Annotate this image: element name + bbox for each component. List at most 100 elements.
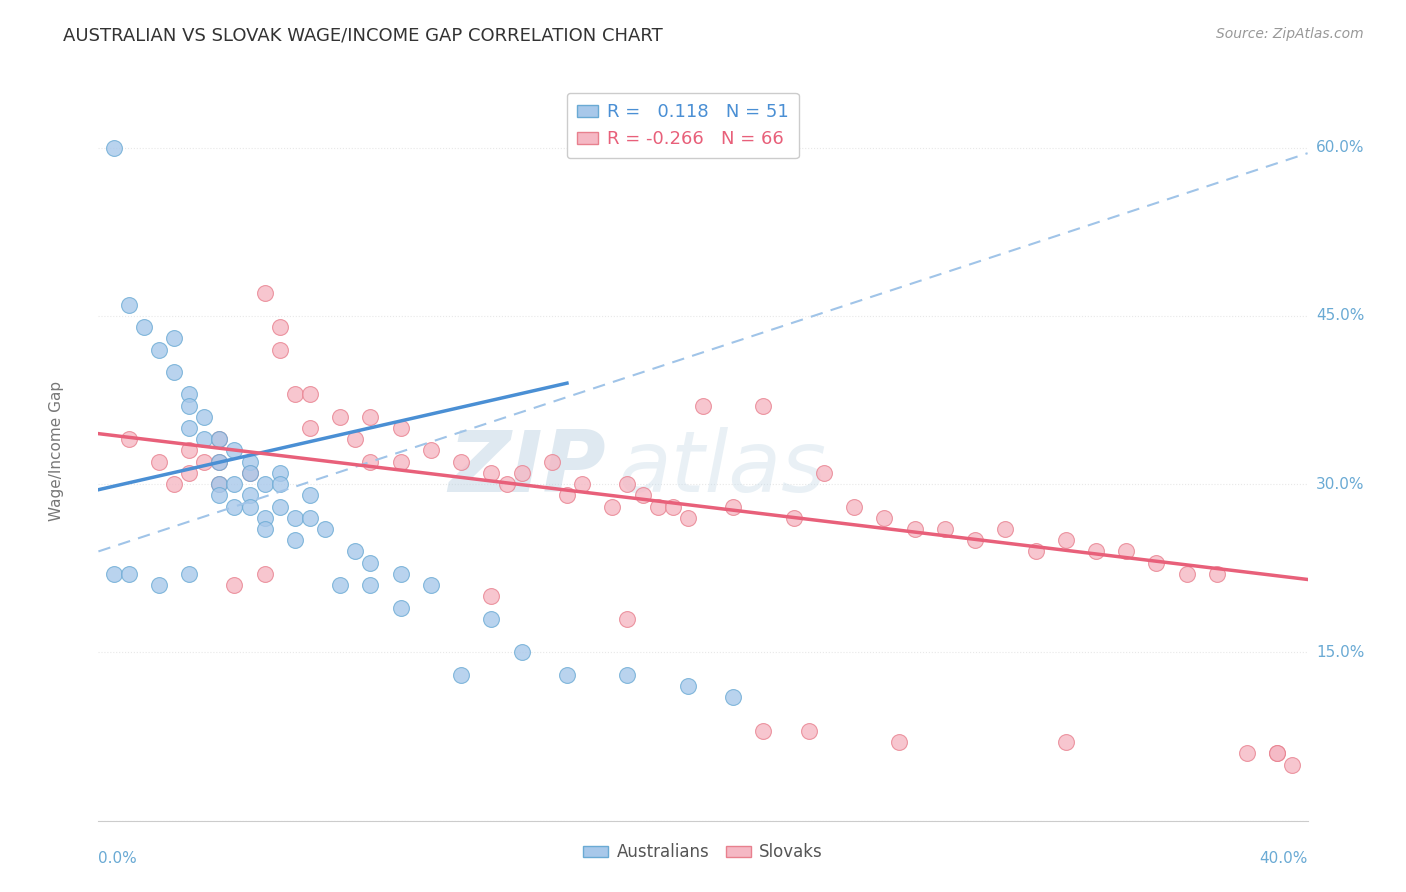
Point: [253, 522, 276, 536]
Point: [329, 409, 352, 424]
Point: [420, 578, 443, 592]
Point: [1085, 544, 1108, 558]
Point: [752, 399, 775, 413]
Point: [1206, 566, 1229, 581]
Point: [1144, 556, 1167, 570]
Point: [1024, 544, 1046, 558]
Point: [118, 298, 141, 312]
Point: [1175, 566, 1198, 581]
Point: [253, 286, 276, 301]
Point: [179, 566, 201, 581]
Point: [269, 500, 291, 514]
Point: [224, 500, 246, 514]
Point: [224, 443, 246, 458]
Point: [208, 455, 231, 469]
Point: [269, 343, 291, 357]
Point: [889, 735, 911, 749]
Point: [360, 578, 382, 592]
Point: [844, 500, 866, 514]
Point: [253, 566, 276, 581]
Point: [299, 488, 322, 502]
Point: [148, 343, 170, 357]
Point: [1115, 544, 1137, 558]
Point: [299, 421, 322, 435]
Text: 0.0%: 0.0%: [98, 851, 138, 866]
Point: [616, 477, 638, 491]
Point: [571, 477, 593, 491]
Point: [813, 466, 835, 480]
Point: [676, 510, 699, 524]
Point: [208, 432, 231, 446]
Text: atlas: atlas: [619, 427, 827, 510]
Point: [389, 600, 412, 615]
Point: [179, 443, 201, 458]
Text: 15.0%: 15.0%: [1316, 645, 1364, 660]
Point: [994, 522, 1017, 536]
Point: [344, 544, 367, 558]
Point: [692, 399, 714, 413]
Point: [602, 500, 624, 514]
Point: [481, 612, 503, 626]
Text: 40.0%: 40.0%: [1260, 851, 1308, 866]
Point: [208, 432, 231, 446]
Point: [253, 477, 276, 491]
Point: [179, 387, 201, 401]
Point: [360, 455, 382, 469]
Point: [510, 645, 533, 659]
Point: [1236, 747, 1258, 761]
Point: [193, 432, 215, 446]
Point: [555, 668, 578, 682]
Point: [163, 331, 186, 345]
Point: [797, 723, 820, 738]
Text: Source: ZipAtlas.com: Source: ZipAtlas.com: [1216, 27, 1364, 41]
Point: [360, 556, 382, 570]
Text: AUSTRALIAN VS SLOVAK WAGE/INCOME GAP CORRELATION CHART: AUSTRALIAN VS SLOVAK WAGE/INCOME GAP COR…: [63, 27, 664, 45]
Point: [224, 477, 246, 491]
Point: [723, 690, 745, 705]
Point: [118, 432, 141, 446]
Point: [299, 510, 322, 524]
Point: [148, 578, 170, 592]
Point: [179, 466, 201, 480]
Point: [389, 421, 412, 435]
Point: [269, 477, 291, 491]
Point: [481, 466, 503, 480]
Point: [555, 488, 578, 502]
Point: [389, 566, 412, 581]
Point: [103, 140, 125, 154]
Point: [163, 365, 186, 379]
Point: [193, 455, 215, 469]
Point: [269, 466, 291, 480]
Point: [904, 522, 927, 536]
Point: [118, 566, 141, 581]
Point: [1267, 747, 1289, 761]
Point: [103, 566, 125, 581]
Point: [420, 443, 443, 458]
Point: [965, 533, 987, 548]
Point: [239, 466, 262, 480]
Point: [208, 455, 231, 469]
Point: [329, 578, 352, 592]
Point: [783, 510, 806, 524]
Point: [616, 668, 638, 682]
Point: [239, 466, 262, 480]
Text: 45.0%: 45.0%: [1316, 309, 1364, 323]
Point: [299, 387, 322, 401]
Point: [450, 455, 472, 469]
Point: [540, 455, 562, 469]
Point: [1054, 735, 1077, 749]
Text: 30.0%: 30.0%: [1316, 476, 1364, 491]
Point: [193, 409, 215, 424]
Point: [163, 477, 186, 491]
Point: [647, 500, 669, 514]
Point: [284, 533, 307, 548]
Point: [148, 455, 170, 469]
Point: [934, 522, 956, 536]
Point: [208, 488, 231, 502]
Text: ZIP: ZIP: [449, 427, 606, 510]
Point: [495, 477, 517, 491]
Point: [510, 466, 533, 480]
Point: [314, 522, 336, 536]
Point: [661, 500, 683, 514]
Point: [269, 320, 291, 334]
